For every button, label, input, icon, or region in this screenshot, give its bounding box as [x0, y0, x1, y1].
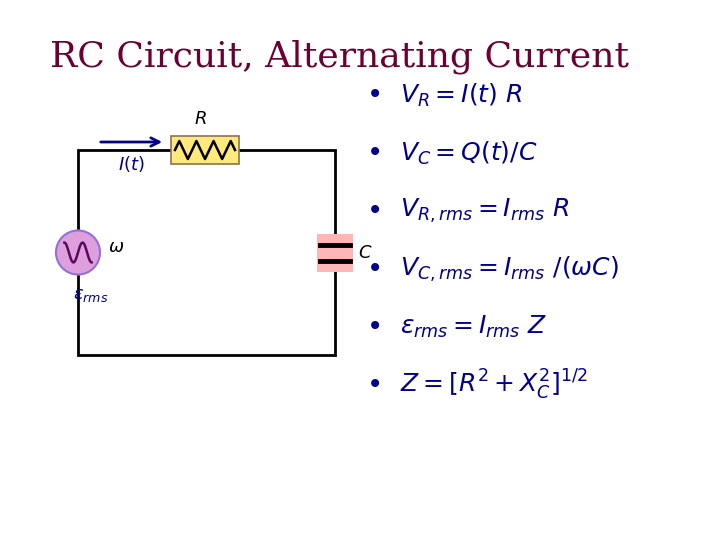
Bar [78, 150, 335, 355]
Text: $\varepsilon_{rms}$: $\varepsilon_{rms}$ [73, 287, 109, 305]
Circle shape [56, 231, 100, 274]
Text: $V_R = I(t)\ R$: $V_R = I(t)\ R$ [400, 82, 523, 109]
Bar [317, 233, 353, 272]
Text: •: • [367, 139, 383, 167]
Text: $C$: $C$ [358, 244, 372, 261]
Text: $R$: $R$ [194, 110, 207, 128]
Text: •: • [367, 313, 383, 341]
Text: $V_{C,rms} = I_{rms}\ /(\omega C)$: $V_{C,rms} = I_{rms}\ /(\omega C)$ [400, 254, 618, 284]
Text: •: • [367, 255, 383, 283]
Text: •: • [367, 371, 383, 399]
Text: •: • [367, 81, 383, 109]
Text: $Z = [R^2+X_C^2]^{1/2}$: $Z = [R^2+X_C^2]^{1/2}$ [400, 368, 588, 402]
Text: $\varepsilon_{rms} = I_{rms}\ Z$: $\varepsilon_{rms} = I_{rms}\ Z$ [400, 314, 547, 340]
Bar [171, 136, 239, 164]
Text: $I(t)$: $I(t)$ [118, 154, 145, 174]
Text: $V_C = Q(t)/C$: $V_C = Q(t)/C$ [400, 139, 538, 167]
Text: $\omega$: $\omega$ [108, 239, 125, 256]
Text: •: • [367, 197, 383, 225]
Text: RC Circuit, Alternating Current: RC Circuit, Alternating Current [50, 40, 629, 75]
Text: $V_{R,rms}= I_{rms}\ R$: $V_{R,rms}= I_{rms}\ R$ [400, 197, 570, 225]
